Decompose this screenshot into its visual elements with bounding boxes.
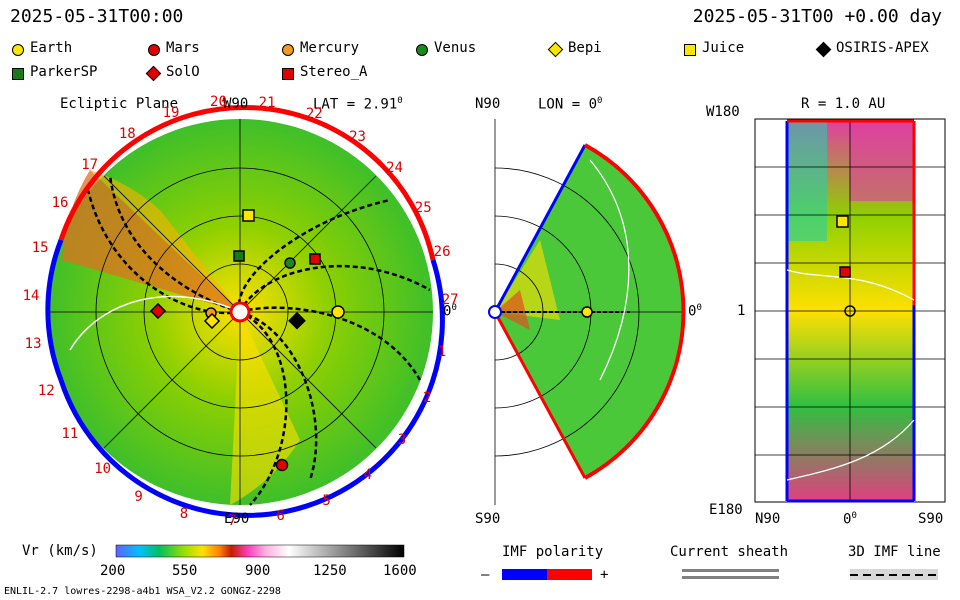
carrington-tick-label: 21 (258, 94, 276, 111)
carrington-tick-label: 9 (134, 488, 143, 505)
model-info: ENLIL-2.7 lowres-2298-a4b1 WSA_V2.2 GONG… (4, 586, 281, 597)
stereo-a-marker (309, 253, 321, 265)
carrington-tick-label: 27 (441, 292, 459, 309)
carrington-tick-label: 24 (386, 160, 403, 177)
juice-legend-icon (684, 44, 696, 56)
imf-line-title: 3D IMF line (848, 544, 941, 560)
colorbar-tick-1600: 1600 (383, 563, 417, 579)
solo-marker (149, 302, 167, 320)
colorbar-tick-550: 550 (172, 563, 198, 579)
carrington-tick-label: 20 (210, 94, 227, 111)
mars-marker (275, 458, 289, 472)
meridional-right-label: 00 (688, 303, 702, 320)
carrington-tick-label: 1 (437, 344, 447, 361)
carrington-tick-label: 12 (37, 383, 55, 400)
carrington-tick-label: 6 (276, 508, 285, 525)
timestamp-right: 2025-05-31T00 +0.00 day (692, 6, 942, 27)
meridional-top-label: N90 (475, 96, 501, 112)
meridional-bottom-label: S90 (475, 511, 501, 527)
legend-label: Earth (30, 40, 73, 56)
ecliptic-right-label: 00 (443, 303, 457, 320)
parkersp-legend-icon (12, 68, 24, 80)
carrington-tick-label: 5 (322, 492, 331, 509)
venus-marker (284, 257, 296, 269)
colorbar (115, 544, 405, 558)
current-sheath-title: Current sheath (670, 544, 789, 560)
colorbar-tick-1250: 1250 (313, 563, 347, 579)
legend-label: OSIRIS-APEX (836, 40, 929, 56)
lat-label: LAT = 2.910 (313, 96, 403, 113)
imf-plus: + (600, 567, 609, 583)
imf-minus: – (481, 567, 490, 583)
map-bottom-left: E180 (709, 502, 743, 518)
juice-marker (242, 209, 255, 222)
ecliptic-bottom-label: E90 (224, 511, 250, 527)
map-axis-s90: S90 (918, 511, 944, 527)
parkersp-marker (233, 250, 245, 262)
meridional-title: LON = 00 (538, 96, 603, 113)
carrington-tick-label: 10 (94, 461, 112, 478)
osiris-apex-marker (288, 311, 306, 330)
colorbar-tick-200: 200 (100, 563, 126, 579)
earth-legend-icon (12, 44, 24, 56)
colorbar-label: Vr (km/s) (22, 543, 98, 559)
carrington-tick-label: 17 (81, 156, 99, 173)
map-mid-left: 1 (737, 303, 746, 319)
carrington-tick-label: 13 (24, 336, 42, 353)
stereo-a-legend-icon (282, 68, 294, 80)
legend-label: SolO (166, 64, 200, 80)
legend-label: ParkerSP (30, 64, 98, 80)
map-top-left: W180 (706, 104, 740, 120)
ecliptic-title: Ecliptic Plane (60, 96, 179, 112)
legend-label: Juice (702, 40, 745, 56)
bepi-marker (203, 312, 221, 330)
mars-legend-icon (148, 44, 160, 56)
carrington-tick-label: 26 (433, 244, 451, 261)
carrington-tick-label: 22 (305, 106, 323, 123)
carrington-tick-label: 11 (61, 425, 79, 442)
carrington-tick-label: 18 (118, 126, 136, 143)
latlon-map-panel (754, 118, 946, 503)
map-title: R = 1.0 AU (801, 96, 886, 112)
timestamp-left: 2025-05-31T00:00 (10, 6, 184, 27)
legend-label: Venus (434, 40, 477, 56)
carrington-tick-label: 15 (31, 239, 49, 256)
ecliptic-top-label: W90 (223, 96, 249, 112)
colorbar-tick-900: 900 (245, 563, 271, 579)
object-markers (149, 209, 345, 472)
carrington-tick-label: 25 (414, 199, 432, 216)
carrington-tick-label: 3 (397, 431, 407, 448)
legend-label: Bepi (568, 40, 602, 56)
carrington-tick-label: 2 (422, 390, 432, 407)
meridional-panel (488, 119, 686, 505)
legend-label: Mercury (300, 40, 360, 56)
carrington-tick-label: 7 (227, 512, 237, 529)
carrington-tick-label: 14 (22, 287, 40, 304)
venus-legend-icon (416, 44, 428, 56)
carrington-tick-label: 16 (51, 195, 69, 212)
map-axis-n90: N90 (755, 511, 781, 527)
ecliptic-panel (45, 104, 445, 518)
imf-polarity-title: IMF polarity (502, 544, 604, 560)
carrington-tick-label: 8 (179, 506, 189, 523)
carrington-tick-label: 4 (363, 466, 373, 483)
legend-label: Mars (166, 40, 200, 56)
earth-marker (331, 305, 345, 319)
carrington-tick-label: 19 (162, 104, 180, 121)
legend-label: Stereo_A (300, 64, 368, 80)
carrington-tick-label: 23 (349, 128, 366, 145)
mercury-legend-icon (282, 44, 294, 56)
map-axis-0: 00 (843, 511, 857, 528)
